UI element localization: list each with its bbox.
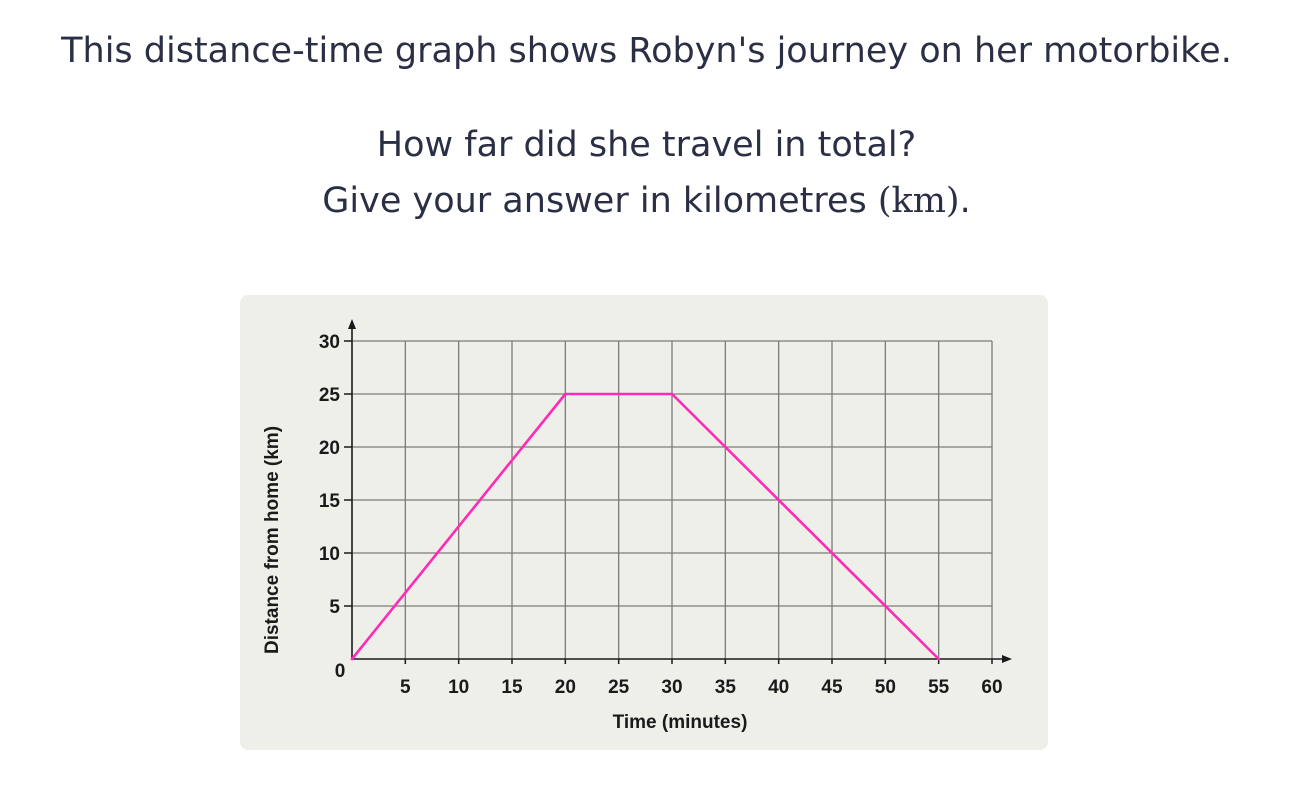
- x-tick-label: 20: [555, 677, 576, 698]
- series: [350, 392, 940, 661]
- question-line-3-end: .: [959, 181, 971, 221]
- y-axis-title: Distance from home (km): [262, 426, 283, 654]
- y-tick-label: 30: [319, 332, 340, 353]
- data-point: [350, 657, 354, 661]
- x-tick-label: 30: [661, 677, 682, 698]
- x-axis-arrow-icon: [1002, 655, 1012, 663]
- data-point: [670, 392, 674, 396]
- y-axis-arrow-icon: [348, 319, 356, 329]
- origin-label: 0: [335, 661, 346, 682]
- tick-labels: 5 10 15 20 25 30 35 40 45 50 55 60 5 10 15 20 25 30 0: [319, 332, 1003, 698]
- question-line-2: How far did she travel in total?: [376, 125, 917, 165]
- y-tick-label: 15: [319, 491, 341, 512]
- question-line-3-text: Give your answer in kilometres: [322, 181, 878, 221]
- distance-time-chart: 5 10 15 20 25 30 35 40 45 50 55 60 5 10 15 20 25 30 0 Time…: [262, 319, 1012, 733]
- unit-label: (km): [877, 181, 960, 221]
- question-line-3: Give your answer in kilometres (km).: [0, 184, 1293, 219]
- chart-card: 5 10 15 20 25 30 35 40 45 50 55 60 5 10 15 20 25 30 0 Time…: [240, 295, 1048, 750]
- x-tick-label: 10: [448, 677, 469, 698]
- question-line-1: This distance-time graph shows Robyn's j…: [61, 31, 1232, 71]
- x-tick-label: 40: [768, 677, 789, 698]
- x-tick-label: 50: [875, 677, 896, 698]
- x-tick-label: 25: [608, 677, 630, 698]
- x-tick-label: 5: [400, 677, 411, 698]
- y-tick-label: 25: [319, 385, 341, 406]
- y-tick-label: 5: [329, 597, 340, 618]
- grid: [352, 340, 993, 659]
- x-tick-label: 15: [501, 677, 523, 698]
- data-point: [564, 392, 567, 396]
- axes: [348, 319, 1012, 663]
- y-tick-label: 20: [319, 438, 340, 459]
- data-point: [937, 657, 940, 661]
- x-axis-title: Time (minutes): [613, 712, 748, 733]
- x-tick-label: 55: [928, 677, 950, 698]
- x-tick-label: 60: [981, 677, 1002, 698]
- y-tick-label: 10: [319, 544, 340, 565]
- x-tick-label: 35: [715, 677, 737, 698]
- journey-line: [350, 392, 940, 661]
- x-tick-label: 45: [821, 677, 843, 698]
